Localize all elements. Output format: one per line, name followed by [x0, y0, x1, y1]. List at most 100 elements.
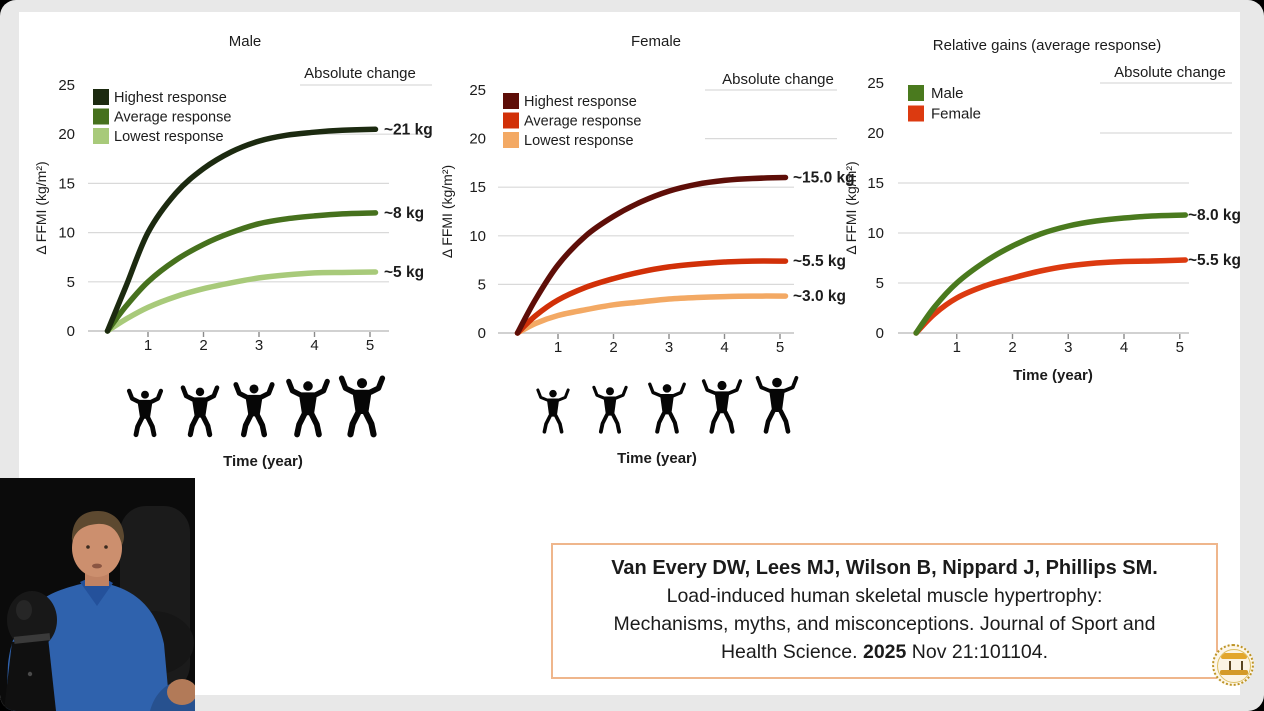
series-end-label: ~3.0 kg [793, 288, 846, 305]
muscle-figure-icon [592, 385, 628, 434]
curve-average-response [104, 210, 379, 334]
x-tick-label: 3 [665, 339, 673, 356]
citation-year: 2025 [862, 641, 907, 663]
x-axis-label: Time (year) [223, 453, 303, 470]
citation-title-line: Load-induced human skeletal muscle hyper… [666, 585, 1103, 607]
chart-title: Female [631, 33, 681, 50]
x-tick-label: 3 [1064, 339, 1072, 356]
curve-lowest-response [514, 293, 789, 336]
absolute-change-label: Absolute change [1114, 64, 1226, 81]
y-tick-label: 25 [58, 77, 75, 94]
y-tick-label: 20 [867, 125, 884, 142]
y-axis-label: Δ FFMI (kg/m²) [843, 161, 859, 254]
y-tick-label: 0 [67, 323, 75, 340]
curve-lowest-response [104, 269, 379, 334]
legend-swatch [503, 112, 519, 129]
muscle-figure-icon [126, 388, 164, 438]
legend-swatch [93, 89, 109, 105]
legend-label: Lowest response [114, 129, 224, 145]
legend-swatch [93, 128, 109, 144]
curve-male [913, 212, 1189, 336]
chart-panel-3: 0 5 10 15 20 25 1 2 3 4 5 Relative gains (average r… [843, 37, 1241, 384]
y-tick-label: 15 [58, 175, 75, 192]
legend-label: Male [931, 85, 964, 102]
muscle-figure-icon [648, 382, 686, 434]
muscle-figure-icon [536, 388, 570, 434]
muscle-figure-icon [338, 375, 386, 438]
muscle-figure-icon [286, 378, 330, 438]
series-end-label: ~8 kg [384, 205, 424, 222]
citation-date-line: Health Science. 2025 Nov 21:101104. [720, 641, 1049, 663]
y-tick-label: 10 [469, 228, 486, 245]
logo-seal-icon [1217, 649, 1251, 683]
muscle-figure-icon [701, 379, 743, 434]
x-tick-label: 2 [609, 339, 617, 356]
legend-label: Lowest response [524, 133, 634, 149]
chart-title: Male [229, 33, 262, 50]
legend-label: Female [931, 106, 981, 123]
x-tick-label: 5 [1176, 339, 1184, 356]
muscle-figure-icon [755, 375, 799, 434]
presenter-hair [71, 511, 124, 545]
y-tick-label: 25 [469, 82, 486, 99]
series-end-label: ~15.0 kg [793, 169, 855, 186]
legend-label: Average response [524, 114, 641, 130]
y-tick-label: 5 [67, 274, 75, 291]
series-end-label: ~8.0 kg [1188, 207, 1241, 224]
x-tick-label: 4 [1120, 339, 1128, 356]
y-tick-label: 25 [867, 75, 884, 92]
y-tick-label: 20 [58, 126, 75, 143]
legend-swatch [503, 132, 519, 148]
presenter-hand [167, 679, 195, 705]
curve-female [913, 257, 1189, 336]
x-tick-label: 1 [554, 339, 562, 356]
y-tick-label: 20 [469, 131, 486, 148]
citation-box: Van Every DW, Lees MJ, Wilson B, Nippard… [551, 543, 1218, 679]
curve-highest-response [104, 126, 379, 334]
citation-authors: Van Every DW, Lees MJ, Wilson B, Nippard… [611, 557, 1158, 579]
x-tick-label: 5 [776, 339, 784, 356]
chart-panel-1: 0 5 10 15 20 25 1 2 3 4 5 Male Absolute change Δ FFMI… [33, 33, 433, 470]
muscle-figure-icon [180, 385, 220, 438]
series-end-label: ~5.5 kg [793, 253, 846, 270]
legend-swatch [93, 108, 109, 125]
x-tick-label: 4 [310, 337, 318, 354]
y-tick-label: 10 [867, 225, 884, 242]
curve-highest-response [514, 174, 789, 336]
y-tick-label: 0 [876, 325, 884, 342]
presenter-webcam [0, 478, 195, 711]
x-axis-label: Time (year) [617, 450, 697, 467]
x-tick-label: 1 [953, 339, 961, 356]
legend-label: Average response [114, 110, 231, 126]
muscle-figure-icon [233, 382, 275, 438]
x-tick-label: 3 [255, 337, 263, 354]
legend-swatch [503, 93, 519, 109]
chart-title: Relative gains (average response) [933, 37, 1161, 54]
x-axis-label: Time (year) [1013, 367, 1093, 384]
y-tick-label: 15 [867, 175, 884, 192]
series-end-label: ~5 kg [384, 264, 424, 281]
y-axis-label: Δ FFMI (kg/m²) [33, 161, 49, 254]
presenter-head [72, 519, 122, 577]
citation-journal-line: Mechanisms, myths, and misconceptions. J… [613, 613, 1156, 635]
legend-swatch [908, 105, 924, 122]
y-tick-label: 5 [876, 275, 884, 292]
x-tick-label: 5 [366, 337, 374, 354]
x-tick-label: 4 [720, 339, 728, 356]
legend-label: Highest response [114, 90, 227, 106]
x-tick-label: 2 [199, 337, 207, 354]
y-tick-label: 15 [469, 179, 486, 196]
x-tick-label: 1 [144, 337, 152, 354]
y-tick-label: 5 [478, 276, 486, 293]
series-end-label: ~21 kg [384, 121, 433, 138]
channel-logo-badge [1212, 644, 1254, 686]
chart-panel-2: 0 5 10 15 20 25 1 2 3 4 5 Female Absolute change Δ FF… [439, 33, 855, 467]
legend-swatch [908, 85, 924, 101]
absolute-change-label: Absolute change [722, 71, 834, 88]
series-end-label: ~5.5 kg [1188, 252, 1241, 269]
x-tick-label: 2 [1008, 339, 1016, 356]
y-axis-label: Δ FFMI (kg/m²) [439, 165, 455, 258]
curve-average-response [514, 258, 789, 336]
